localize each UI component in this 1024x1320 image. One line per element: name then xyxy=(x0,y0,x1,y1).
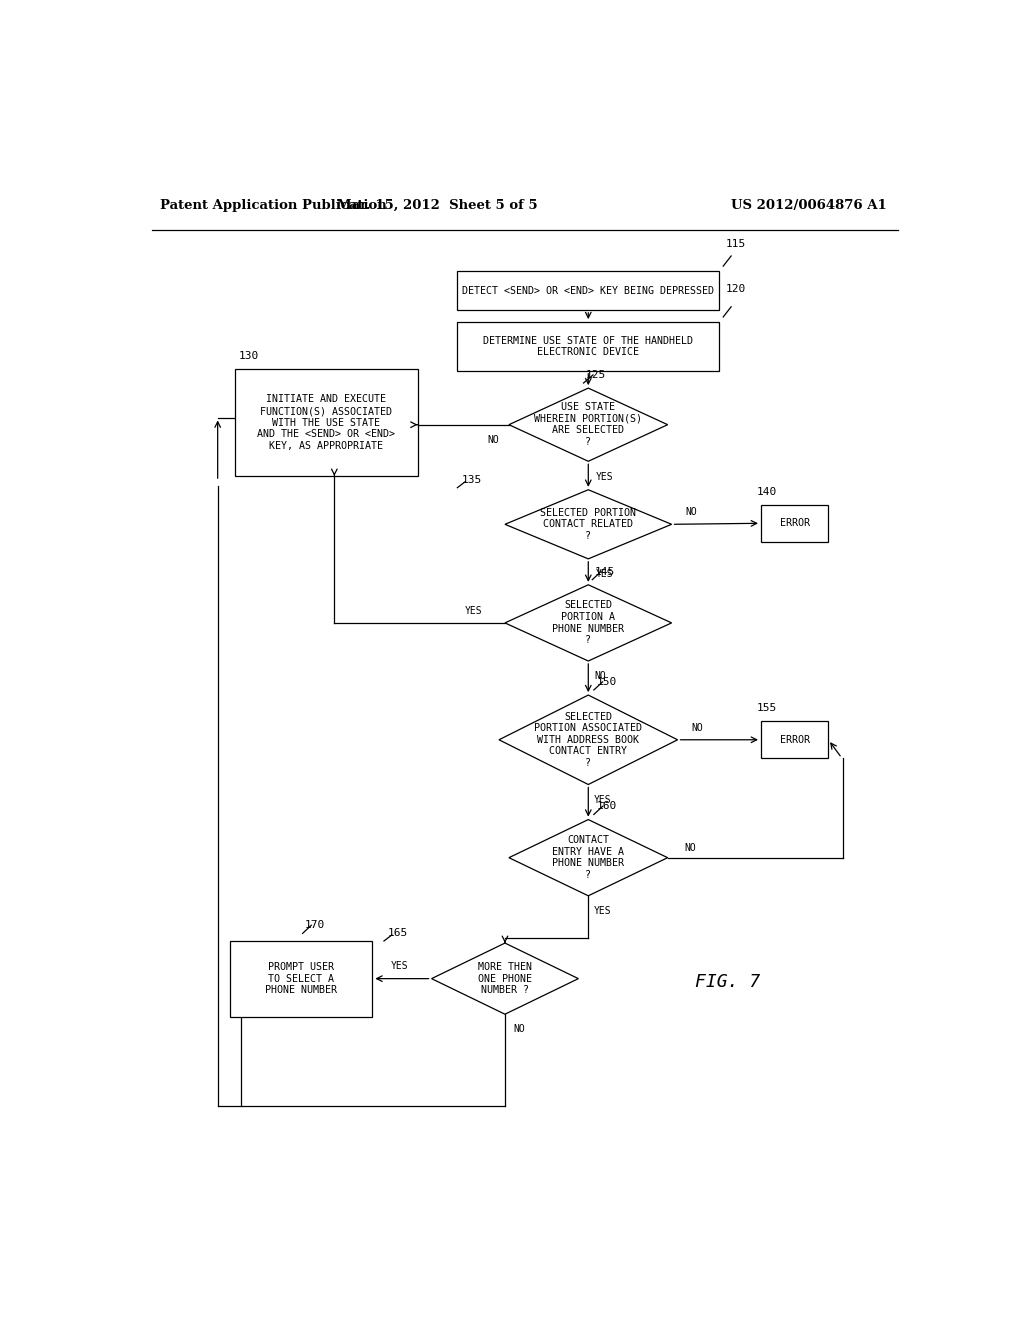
Text: FIG. 7: FIG. 7 xyxy=(695,973,761,991)
Text: YES: YES xyxy=(391,961,409,972)
Text: MORE THEN
ONE PHONE
NUMBER ?: MORE THEN ONE PHONE NUMBER ? xyxy=(478,962,531,995)
Text: NO: NO xyxy=(513,1024,525,1035)
Text: 170: 170 xyxy=(305,920,326,931)
Text: 130: 130 xyxy=(240,351,259,362)
Text: 160: 160 xyxy=(596,801,616,812)
Text: DETECT <SEND> OR <END> KEY BEING DEPRESSED: DETECT <SEND> OR <END> KEY BEING DEPRESS… xyxy=(462,285,715,296)
FancyBboxPatch shape xyxy=(458,271,719,310)
FancyBboxPatch shape xyxy=(761,722,828,758)
Text: CONTACT
ENTRY HAVE A
PHONE NUMBER
?: CONTACT ENTRY HAVE A PHONE NUMBER ? xyxy=(552,836,625,880)
Text: USE STATE
WHEREIN PORTION(S)
ARE SELECTED
?: USE STATE WHEREIN PORTION(S) ARE SELECTE… xyxy=(535,403,642,447)
Text: 135: 135 xyxy=(461,475,481,484)
Text: 155: 155 xyxy=(757,704,777,713)
Text: NO: NO xyxy=(686,507,697,517)
Text: Mar. 15, 2012  Sheet 5 of 5: Mar. 15, 2012 Sheet 5 of 5 xyxy=(337,198,538,211)
Text: 150: 150 xyxy=(596,677,616,686)
Text: SELECTED
PORTION A
PHONE NUMBER
?: SELECTED PORTION A PHONE NUMBER ? xyxy=(552,601,625,645)
Text: DETERMINE USE STATE OF THE HANDHELD
ELECTRONIC DEVICE: DETERMINE USE STATE OF THE HANDHELD ELEC… xyxy=(483,335,693,358)
Text: ERROR: ERROR xyxy=(779,519,810,528)
Text: US 2012/0064876 A1: US 2012/0064876 A1 xyxy=(731,198,887,211)
Text: 165: 165 xyxy=(388,928,409,939)
Polygon shape xyxy=(499,696,678,784)
Polygon shape xyxy=(505,490,672,558)
Polygon shape xyxy=(509,388,668,461)
Text: 125: 125 xyxy=(586,370,606,380)
FancyBboxPatch shape xyxy=(761,506,828,541)
Text: YES: YES xyxy=(595,569,613,579)
FancyBboxPatch shape xyxy=(236,370,418,477)
Text: INITIATE AND EXECUTE
FUNCTION(S) ASSOCIATED
WITH THE USE STATE
AND THE <SEND> OR: INITIATE AND EXECUTE FUNCTION(S) ASSOCIA… xyxy=(257,395,395,451)
FancyBboxPatch shape xyxy=(458,322,719,371)
Polygon shape xyxy=(509,820,668,896)
Text: 120: 120 xyxy=(726,284,745,293)
Text: YES: YES xyxy=(594,906,611,916)
Text: YES: YES xyxy=(595,471,613,482)
Text: SELECTED PORTION
CONTACT RELATED
?: SELECTED PORTION CONTACT RELATED ? xyxy=(541,508,636,541)
Text: 145: 145 xyxy=(595,566,614,577)
Text: Patent Application Publication: Patent Application Publication xyxy=(160,198,386,211)
Text: NO: NO xyxy=(594,672,606,681)
Polygon shape xyxy=(505,585,672,661)
Text: YES: YES xyxy=(465,606,482,615)
Text: NO: NO xyxy=(684,842,695,853)
Text: YES: YES xyxy=(594,795,611,805)
Text: NO: NO xyxy=(691,722,703,733)
Text: ERROR: ERROR xyxy=(779,735,810,744)
Text: 140: 140 xyxy=(757,487,777,496)
Text: PROMPT USER
TO SELECT A
PHONE NUMBER: PROMPT USER TO SELECT A PHONE NUMBER xyxy=(265,962,337,995)
Polygon shape xyxy=(431,942,579,1014)
Text: 115: 115 xyxy=(726,239,745,249)
Text: SELECTED
PORTION ASSOCIATED
WITH ADDRESS BOOK
CONTACT ENTRY
?: SELECTED PORTION ASSOCIATED WITH ADDRESS… xyxy=(535,711,642,768)
FancyBboxPatch shape xyxy=(229,941,373,1016)
Text: NO: NO xyxy=(487,436,499,445)
